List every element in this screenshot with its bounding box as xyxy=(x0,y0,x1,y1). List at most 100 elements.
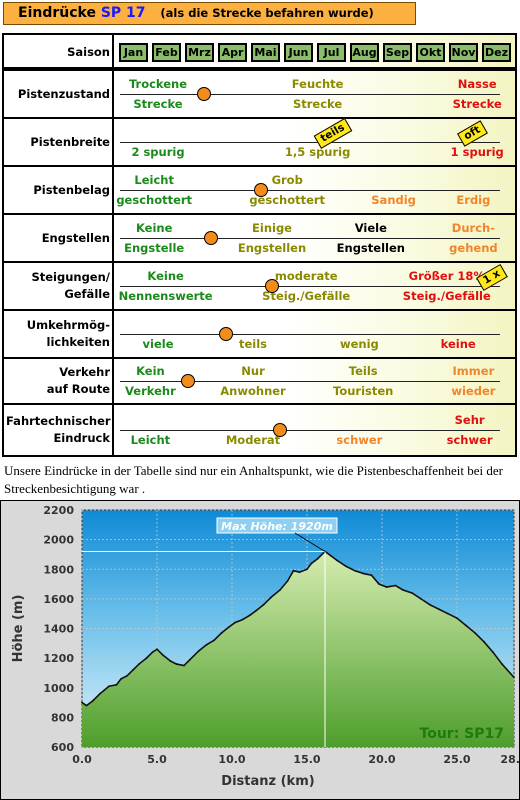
row-label: Verkehr auf Route xyxy=(46,365,110,396)
elevation-point xyxy=(378,583,380,585)
rating-marker xyxy=(204,231,219,245)
season-row: Saison Jan Feb Mrz Apr Mai Jun Jul Aug Sep Okt Nov D… xyxy=(2,33,517,69)
option-label-top: moderate xyxy=(274,269,338,283)
elevation-point xyxy=(429,603,431,606)
rating-row: Pistenbreite 2 spurig 1,5 spurig 1 spurig te… xyxy=(2,117,517,167)
rating-scale-line xyxy=(120,142,500,143)
month-apr: Apr xyxy=(218,43,247,62)
rating-scale-line xyxy=(120,286,500,287)
y-tick-label: 1400 xyxy=(43,623,74,636)
rating-scale-line xyxy=(120,238,500,239)
row-label: Engstellen xyxy=(41,230,110,245)
elevation-point xyxy=(81,701,83,704)
season-label: Saison xyxy=(67,45,110,59)
option-label-top: Größer 18% xyxy=(408,269,485,283)
elevation-point xyxy=(465,624,467,627)
x-tick-label: 10.0 xyxy=(218,753,245,766)
elevation-point xyxy=(354,569,356,572)
option-label-bottom: 1,5 spurig xyxy=(284,145,351,159)
y-tick-label: 2200 xyxy=(43,504,74,517)
y-tick-label: 800 xyxy=(51,711,74,724)
option-label-bottom: Engstellen xyxy=(237,241,307,255)
month-sep: Sep xyxy=(383,43,412,62)
rating-row: Engstellen Keine Engstelle Einige Engstellen… xyxy=(2,213,517,263)
option-label-bottom: Nennenswerte xyxy=(118,289,213,303)
elevation-point xyxy=(501,663,503,665)
elevation-point xyxy=(234,621,236,624)
option-label-top: Nur xyxy=(241,364,265,378)
elevation-point xyxy=(438,608,440,611)
elevation-point xyxy=(394,584,397,587)
option-label-bottom: Strecke xyxy=(133,97,183,111)
option-label-top: Teils xyxy=(348,364,378,378)
x-tick-label: 20.0 xyxy=(368,753,395,766)
elevation-point xyxy=(189,658,191,661)
rating-marker xyxy=(219,327,234,341)
elevation-point xyxy=(126,675,128,677)
row-divider xyxy=(112,215,114,261)
row-divider xyxy=(112,71,114,117)
y-tick-label: 600 xyxy=(51,741,74,754)
rating-row: Verkehr auf Route Kein Verkehr Nur Anwohner T… xyxy=(2,357,517,405)
header-tour-code: SP 17 xyxy=(100,5,146,21)
option-label-top: Leicht xyxy=(134,173,174,187)
elevation-profile-chart: Max Höhe: 1920m Tour: SP17 600 800 1000 1200 1… xyxy=(0,500,520,800)
rating-scale-line xyxy=(120,94,500,95)
elevation-point xyxy=(363,572,365,575)
option-label-bottom: schwer xyxy=(336,433,383,447)
row-divider xyxy=(112,263,114,309)
option-label-bottom: Sandig xyxy=(371,193,416,207)
max-height-box xyxy=(216,517,338,534)
elevation-point xyxy=(345,565,347,568)
month-nov: Nov xyxy=(449,43,478,62)
row-label: Umkehrmög- lichkeiten xyxy=(26,318,110,349)
option-label-bottom: Erdig xyxy=(456,193,491,207)
option-label-bottom: gehend xyxy=(449,241,498,255)
elevation-point xyxy=(198,649,200,652)
option-label-bottom: wenig xyxy=(339,337,379,351)
elevation-point xyxy=(456,617,458,620)
elevation-point xyxy=(99,692,101,695)
month-jul: Jul xyxy=(317,43,346,62)
elevation-point xyxy=(336,559,338,562)
elevation-point xyxy=(85,704,88,707)
rating-marker xyxy=(265,279,279,293)
elevation-point xyxy=(162,654,164,657)
elevation-point xyxy=(138,663,140,665)
row-divider xyxy=(112,359,114,403)
rating-scale-line xyxy=(120,381,500,382)
impressions-table: Saison Jan Feb Mrz Apr Mai Jun Jul Aug Sep Okt Nov D… xyxy=(2,33,517,467)
row-label: Steigungen/ Gefälle xyxy=(31,270,110,301)
elevation-point xyxy=(402,589,404,591)
y-tick-label: 1200 xyxy=(43,652,74,665)
option-label-bottom: Strecke xyxy=(452,97,502,111)
y-tick-label: 2000 xyxy=(43,534,74,547)
option-label-bottom: Touristen xyxy=(333,384,394,398)
y-tick-label: 1000 xyxy=(43,682,74,695)
option-label-bottom: Strecke xyxy=(292,97,343,111)
header-title: Eindrücke xyxy=(18,5,96,21)
month-jan: Jan xyxy=(119,43,148,62)
rating-marker xyxy=(181,374,196,388)
x-tick-label: 28.8 xyxy=(500,753,520,766)
header-subtitle: (als die Strecke befahren wurde) xyxy=(160,6,374,20)
rating-scale-line xyxy=(120,334,500,335)
elevation-point xyxy=(411,592,413,594)
rating-marker xyxy=(253,183,268,197)
x-tick-label: 15.0 xyxy=(293,753,320,766)
elevation-point xyxy=(183,664,185,667)
option-label-bottom: geschottert xyxy=(116,193,193,207)
elevation-point xyxy=(270,596,272,599)
elevation-point xyxy=(249,614,251,617)
option-label-top: Viele xyxy=(354,221,387,235)
elevation-point xyxy=(474,632,476,634)
rating-row: Umkehrmög- lichkeiten viele teils wenig kein… xyxy=(2,309,517,359)
elevation-point xyxy=(385,586,388,588)
row-label: Pistenbelag xyxy=(33,182,110,197)
option-label-bottom: wieder xyxy=(451,384,496,398)
elevation-point xyxy=(151,651,154,654)
y-axis-label: Höhe (m) xyxy=(11,595,26,663)
elevation-point xyxy=(91,700,94,702)
elevation-point xyxy=(420,597,422,600)
elevation-point xyxy=(483,640,485,643)
